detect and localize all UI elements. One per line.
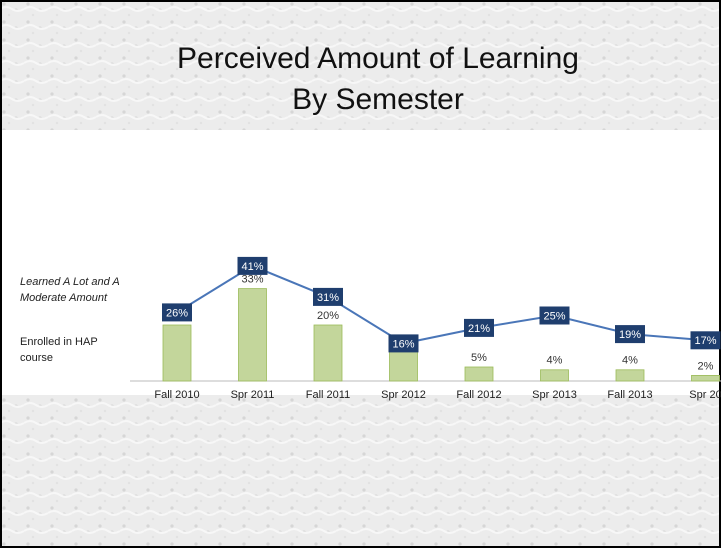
line-value-label: 21% — [468, 323, 490, 335]
bar — [615, 369, 645, 382]
texture-bottom — [0, 395, 721, 548]
bar — [313, 324, 343, 382]
line-value-label: 16% — [392, 338, 414, 350]
line-point-box — [162, 303, 192, 322]
bar-value-label: 4% — [622, 355, 638, 367]
line-value-label: 31% — [317, 292, 339, 304]
x-tick-label: Spr 20 — [689, 389, 721, 401]
line-value-label: 26% — [166, 307, 188, 319]
line-value-label: 41% — [241, 261, 263, 273]
line-point-box — [690, 331, 721, 350]
bar — [691, 374, 720, 382]
bar-value-label: 5% — [471, 352, 487, 364]
bar-value-label: 33% — [241, 274, 263, 286]
bar — [464, 366, 494, 382]
line-point-box — [615, 325, 645, 344]
x-tick-label: Spr 2011 — [231, 389, 275, 401]
legend-line-text: Learned A Lot and A Moderate Amount — [20, 276, 120, 304]
x-tick-label: Fall 2013 — [607, 389, 652, 401]
line-point-box — [464, 318, 494, 337]
bar-value-label: 20% — [317, 310, 339, 322]
x-tick-label: Spr 2012 — [381, 389, 426, 401]
bar — [162, 324, 192, 382]
x-tick-label: Fall 2012 — [456, 389, 501, 401]
line-point-box — [539, 306, 570, 325]
line-point-box — [313, 287, 343, 306]
chart-title: Perceived Amount of Learning — [177, 42, 579, 75]
bar — [389, 349, 418, 382]
line-point-box — [388, 334, 419, 353]
bar-value-label: 4% — [547, 355, 563, 367]
line-value-label: 25% — [543, 310, 565, 322]
chart-band — [0, 130, 721, 395]
line-value-label: 19% — [619, 329, 641, 341]
legend-line: Learned A Lot and A Moderate Amount — [20, 276, 120, 304]
legend-bar: Enrolled in HAP course — [20, 336, 98, 364]
chart-subtitle: By Semester — [292, 83, 464, 116]
legend-bar-text: Enrolled in HAP course — [20, 336, 98, 364]
bar-value-label: 2% — [698, 360, 714, 372]
texture-top — [0, 0, 721, 130]
line-value-label: 17% — [694, 335, 716, 347]
x-tick-label: Fall 2011 — [306, 389, 350, 401]
x-tick-label: Spr 2013 — [532, 389, 577, 401]
line-point-box — [237, 256, 268, 275]
bar — [540, 369, 569, 382]
x-tick-label: Fall 2010 — [154, 389, 199, 401]
bar — [238, 288, 267, 382]
